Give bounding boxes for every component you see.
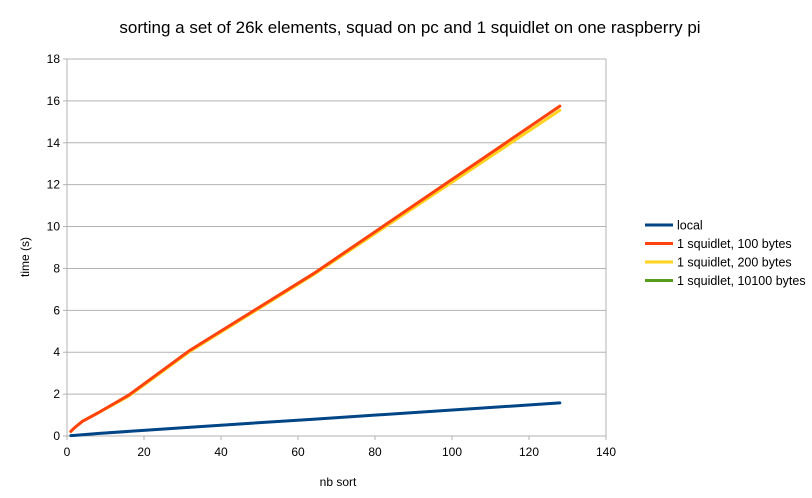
x-tick-label: 80 xyxy=(368,445,382,459)
legend-label: 1 squidlet, 10100 bytes xyxy=(677,274,806,288)
y-tick-label: 4 xyxy=(53,345,60,359)
x-tick-label: 20 xyxy=(137,445,151,459)
x-tick-label: 140 xyxy=(596,445,616,459)
y-tick-label: 2 xyxy=(53,387,60,401)
y-tick-label: 18 xyxy=(47,52,61,66)
legend-label: 1 squidlet, 100 bytes xyxy=(677,237,792,251)
x-tick-label: 120 xyxy=(519,445,539,459)
y-axis-title: time (s) xyxy=(18,237,32,277)
series-line-0 xyxy=(69,401,562,438)
x-tick-label: 40 xyxy=(214,445,228,459)
gridlines xyxy=(67,58,606,437)
y-tick-label: 12 xyxy=(47,178,61,192)
series-line-2 xyxy=(69,104,562,433)
y-tick-label: 16 xyxy=(47,94,61,108)
tick-labels: 0 2 4 6 8 10 12 14 16 18 0 20 40 60 80 100 120 140 xyxy=(47,52,617,459)
y-tick-label: 0 xyxy=(53,429,60,443)
y-tick-label: 8 xyxy=(53,261,60,275)
series-lines xyxy=(69,104,562,438)
y-tick-label: 6 xyxy=(53,303,60,317)
legend-label: local xyxy=(677,219,703,233)
chart-title: sorting a set of 26k elements, squad on … xyxy=(119,18,700,37)
y-tick-label: 10 xyxy=(47,220,61,234)
x-tick-label: 0 xyxy=(64,445,71,459)
x-axis-title: nb sort xyxy=(320,475,357,489)
legend-label: 1 squidlet, 200 bytes xyxy=(677,256,792,270)
x-tick-label: 60 xyxy=(291,445,305,459)
legend: local 1 squidlet, 100 bytes 1 squidlet, 20… xyxy=(645,219,806,288)
y-tick-label: 14 xyxy=(47,136,61,150)
x-tick-label: 100 xyxy=(442,445,462,459)
axes xyxy=(63,58,607,440)
